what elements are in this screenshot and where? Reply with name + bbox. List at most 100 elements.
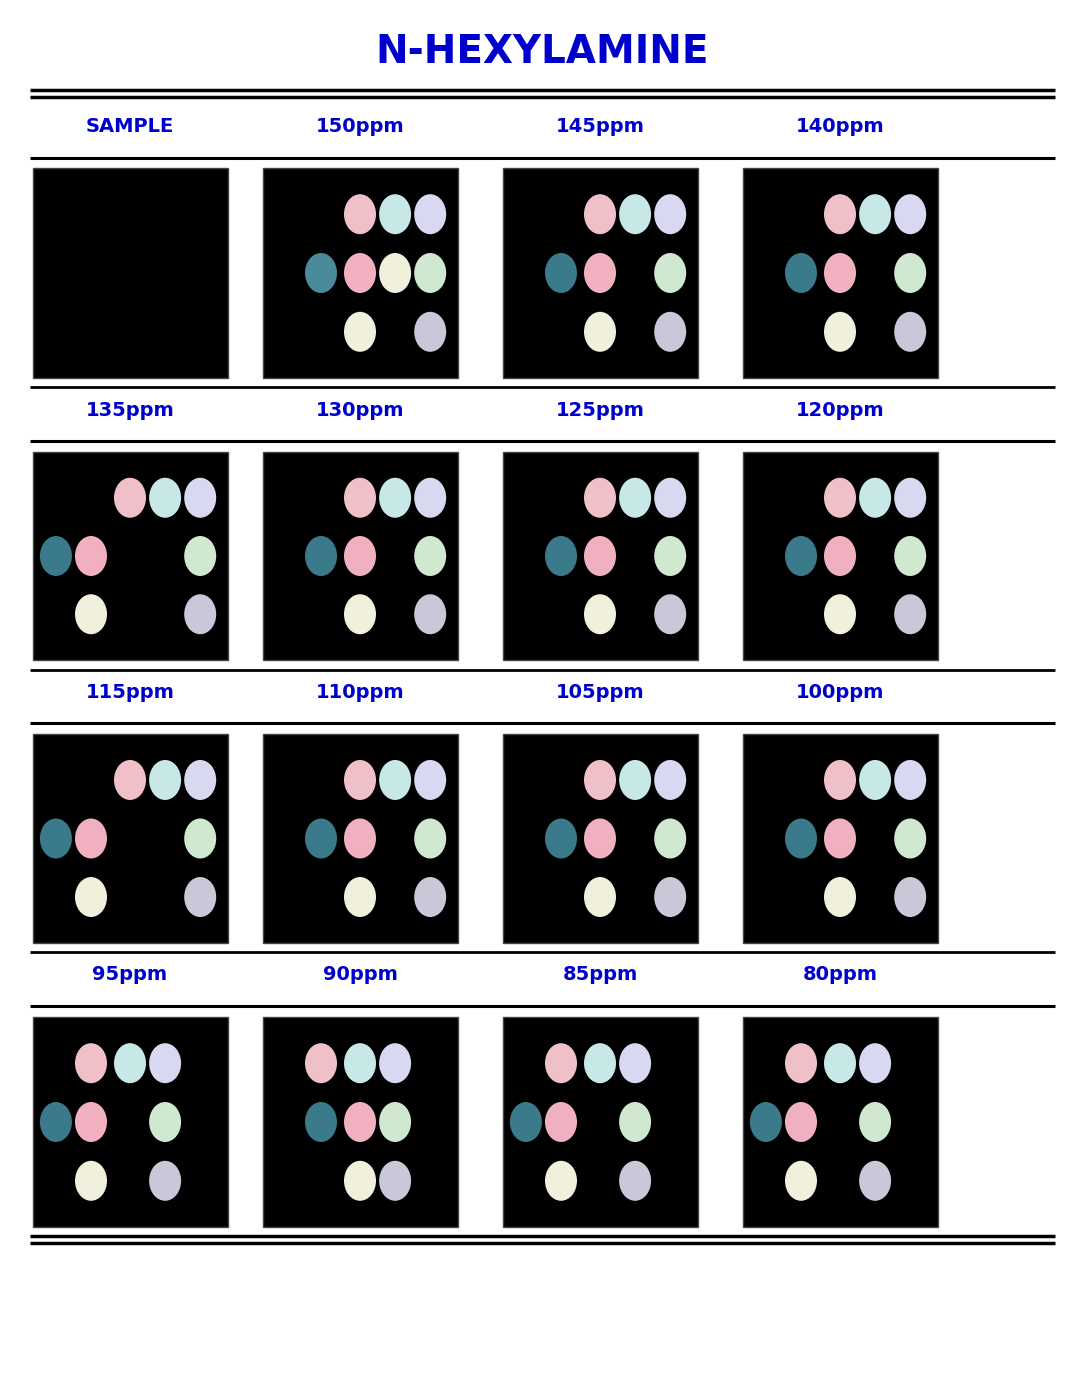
Ellipse shape bbox=[344, 760, 376, 800]
Ellipse shape bbox=[344, 536, 376, 576]
Ellipse shape bbox=[75, 877, 107, 916]
Ellipse shape bbox=[75, 1161, 107, 1201]
Ellipse shape bbox=[344, 312, 376, 352]
Ellipse shape bbox=[824, 312, 856, 352]
Ellipse shape bbox=[114, 760, 146, 800]
Ellipse shape bbox=[654, 194, 686, 234]
Ellipse shape bbox=[344, 877, 376, 916]
Ellipse shape bbox=[584, 312, 616, 352]
Ellipse shape bbox=[620, 1043, 651, 1083]
Ellipse shape bbox=[824, 760, 856, 800]
Ellipse shape bbox=[75, 594, 107, 635]
Bar bbox=[742, 1017, 937, 1227]
Ellipse shape bbox=[654, 312, 686, 352]
Ellipse shape bbox=[414, 478, 446, 518]
Ellipse shape bbox=[184, 594, 216, 635]
Ellipse shape bbox=[824, 819, 856, 859]
Ellipse shape bbox=[149, 1161, 181, 1201]
Ellipse shape bbox=[859, 1043, 891, 1083]
Ellipse shape bbox=[510, 1102, 541, 1142]
Text: 145ppm: 145ppm bbox=[556, 118, 644, 136]
Text: 125ppm: 125ppm bbox=[556, 400, 644, 419]
Ellipse shape bbox=[654, 594, 686, 635]
Text: 115ppm: 115ppm bbox=[86, 683, 175, 702]
Ellipse shape bbox=[859, 760, 891, 800]
Bar bbox=[502, 734, 698, 943]
Ellipse shape bbox=[40, 536, 72, 576]
Ellipse shape bbox=[344, 253, 376, 293]
Ellipse shape bbox=[584, 194, 616, 234]
Ellipse shape bbox=[584, 594, 616, 635]
Ellipse shape bbox=[344, 819, 376, 859]
Ellipse shape bbox=[414, 194, 446, 234]
Bar bbox=[742, 168, 937, 378]
Ellipse shape bbox=[305, 1043, 337, 1083]
Ellipse shape bbox=[620, 1102, 651, 1142]
Ellipse shape bbox=[654, 253, 686, 293]
Bar bbox=[502, 168, 698, 378]
Ellipse shape bbox=[344, 194, 376, 234]
Ellipse shape bbox=[654, 877, 686, 916]
Ellipse shape bbox=[824, 194, 856, 234]
Ellipse shape bbox=[149, 1102, 181, 1142]
Text: 110ppm: 110ppm bbox=[316, 683, 405, 702]
Ellipse shape bbox=[414, 536, 446, 576]
Text: N-HEXYLAMINE: N-HEXYLAMINE bbox=[375, 33, 710, 71]
Text: 105ppm: 105ppm bbox=[556, 683, 644, 702]
Ellipse shape bbox=[894, 194, 927, 234]
Text: 130ppm: 130ppm bbox=[316, 400, 405, 419]
Ellipse shape bbox=[40, 1102, 72, 1142]
Bar bbox=[263, 734, 458, 943]
Ellipse shape bbox=[414, 760, 446, 800]
Ellipse shape bbox=[584, 760, 616, 800]
Bar bbox=[742, 734, 937, 943]
Bar bbox=[502, 452, 698, 660]
Bar bbox=[502, 1017, 698, 1227]
Ellipse shape bbox=[786, 536, 817, 576]
Ellipse shape bbox=[620, 194, 651, 234]
Ellipse shape bbox=[379, 194, 411, 234]
Bar bbox=[742, 452, 937, 660]
Ellipse shape bbox=[750, 1102, 782, 1142]
Ellipse shape bbox=[414, 877, 446, 916]
Ellipse shape bbox=[414, 312, 446, 352]
Ellipse shape bbox=[824, 253, 856, 293]
Text: 85ppm: 85ppm bbox=[562, 966, 638, 985]
Ellipse shape bbox=[379, 1043, 411, 1083]
Ellipse shape bbox=[786, 1161, 817, 1201]
Text: 90ppm: 90ppm bbox=[322, 966, 397, 985]
Bar bbox=[33, 1017, 228, 1227]
Ellipse shape bbox=[584, 536, 616, 576]
Ellipse shape bbox=[584, 819, 616, 859]
Ellipse shape bbox=[545, 253, 577, 293]
Ellipse shape bbox=[620, 478, 651, 518]
Bar bbox=[33, 452, 228, 660]
Ellipse shape bbox=[894, 478, 927, 518]
Ellipse shape bbox=[414, 253, 446, 293]
Ellipse shape bbox=[379, 253, 411, 293]
Ellipse shape bbox=[859, 478, 891, 518]
Bar bbox=[263, 452, 458, 660]
Text: 140ppm: 140ppm bbox=[795, 118, 884, 136]
Ellipse shape bbox=[75, 1102, 107, 1142]
Ellipse shape bbox=[894, 312, 927, 352]
Text: 95ppm: 95ppm bbox=[92, 966, 167, 985]
Ellipse shape bbox=[824, 1043, 856, 1083]
Ellipse shape bbox=[75, 1043, 107, 1083]
Ellipse shape bbox=[75, 536, 107, 576]
Ellipse shape bbox=[344, 478, 376, 518]
Ellipse shape bbox=[184, 536, 216, 576]
Ellipse shape bbox=[305, 536, 337, 576]
Bar bbox=[33, 734, 228, 943]
Ellipse shape bbox=[859, 1161, 891, 1201]
Ellipse shape bbox=[149, 1043, 181, 1083]
Ellipse shape bbox=[40, 819, 72, 859]
Ellipse shape bbox=[584, 478, 616, 518]
Bar bbox=[263, 168, 458, 378]
Ellipse shape bbox=[824, 594, 856, 635]
Ellipse shape bbox=[584, 877, 616, 916]
Ellipse shape bbox=[305, 819, 337, 859]
Text: 120ppm: 120ppm bbox=[795, 400, 884, 419]
Ellipse shape bbox=[894, 253, 927, 293]
Ellipse shape bbox=[344, 1043, 376, 1083]
